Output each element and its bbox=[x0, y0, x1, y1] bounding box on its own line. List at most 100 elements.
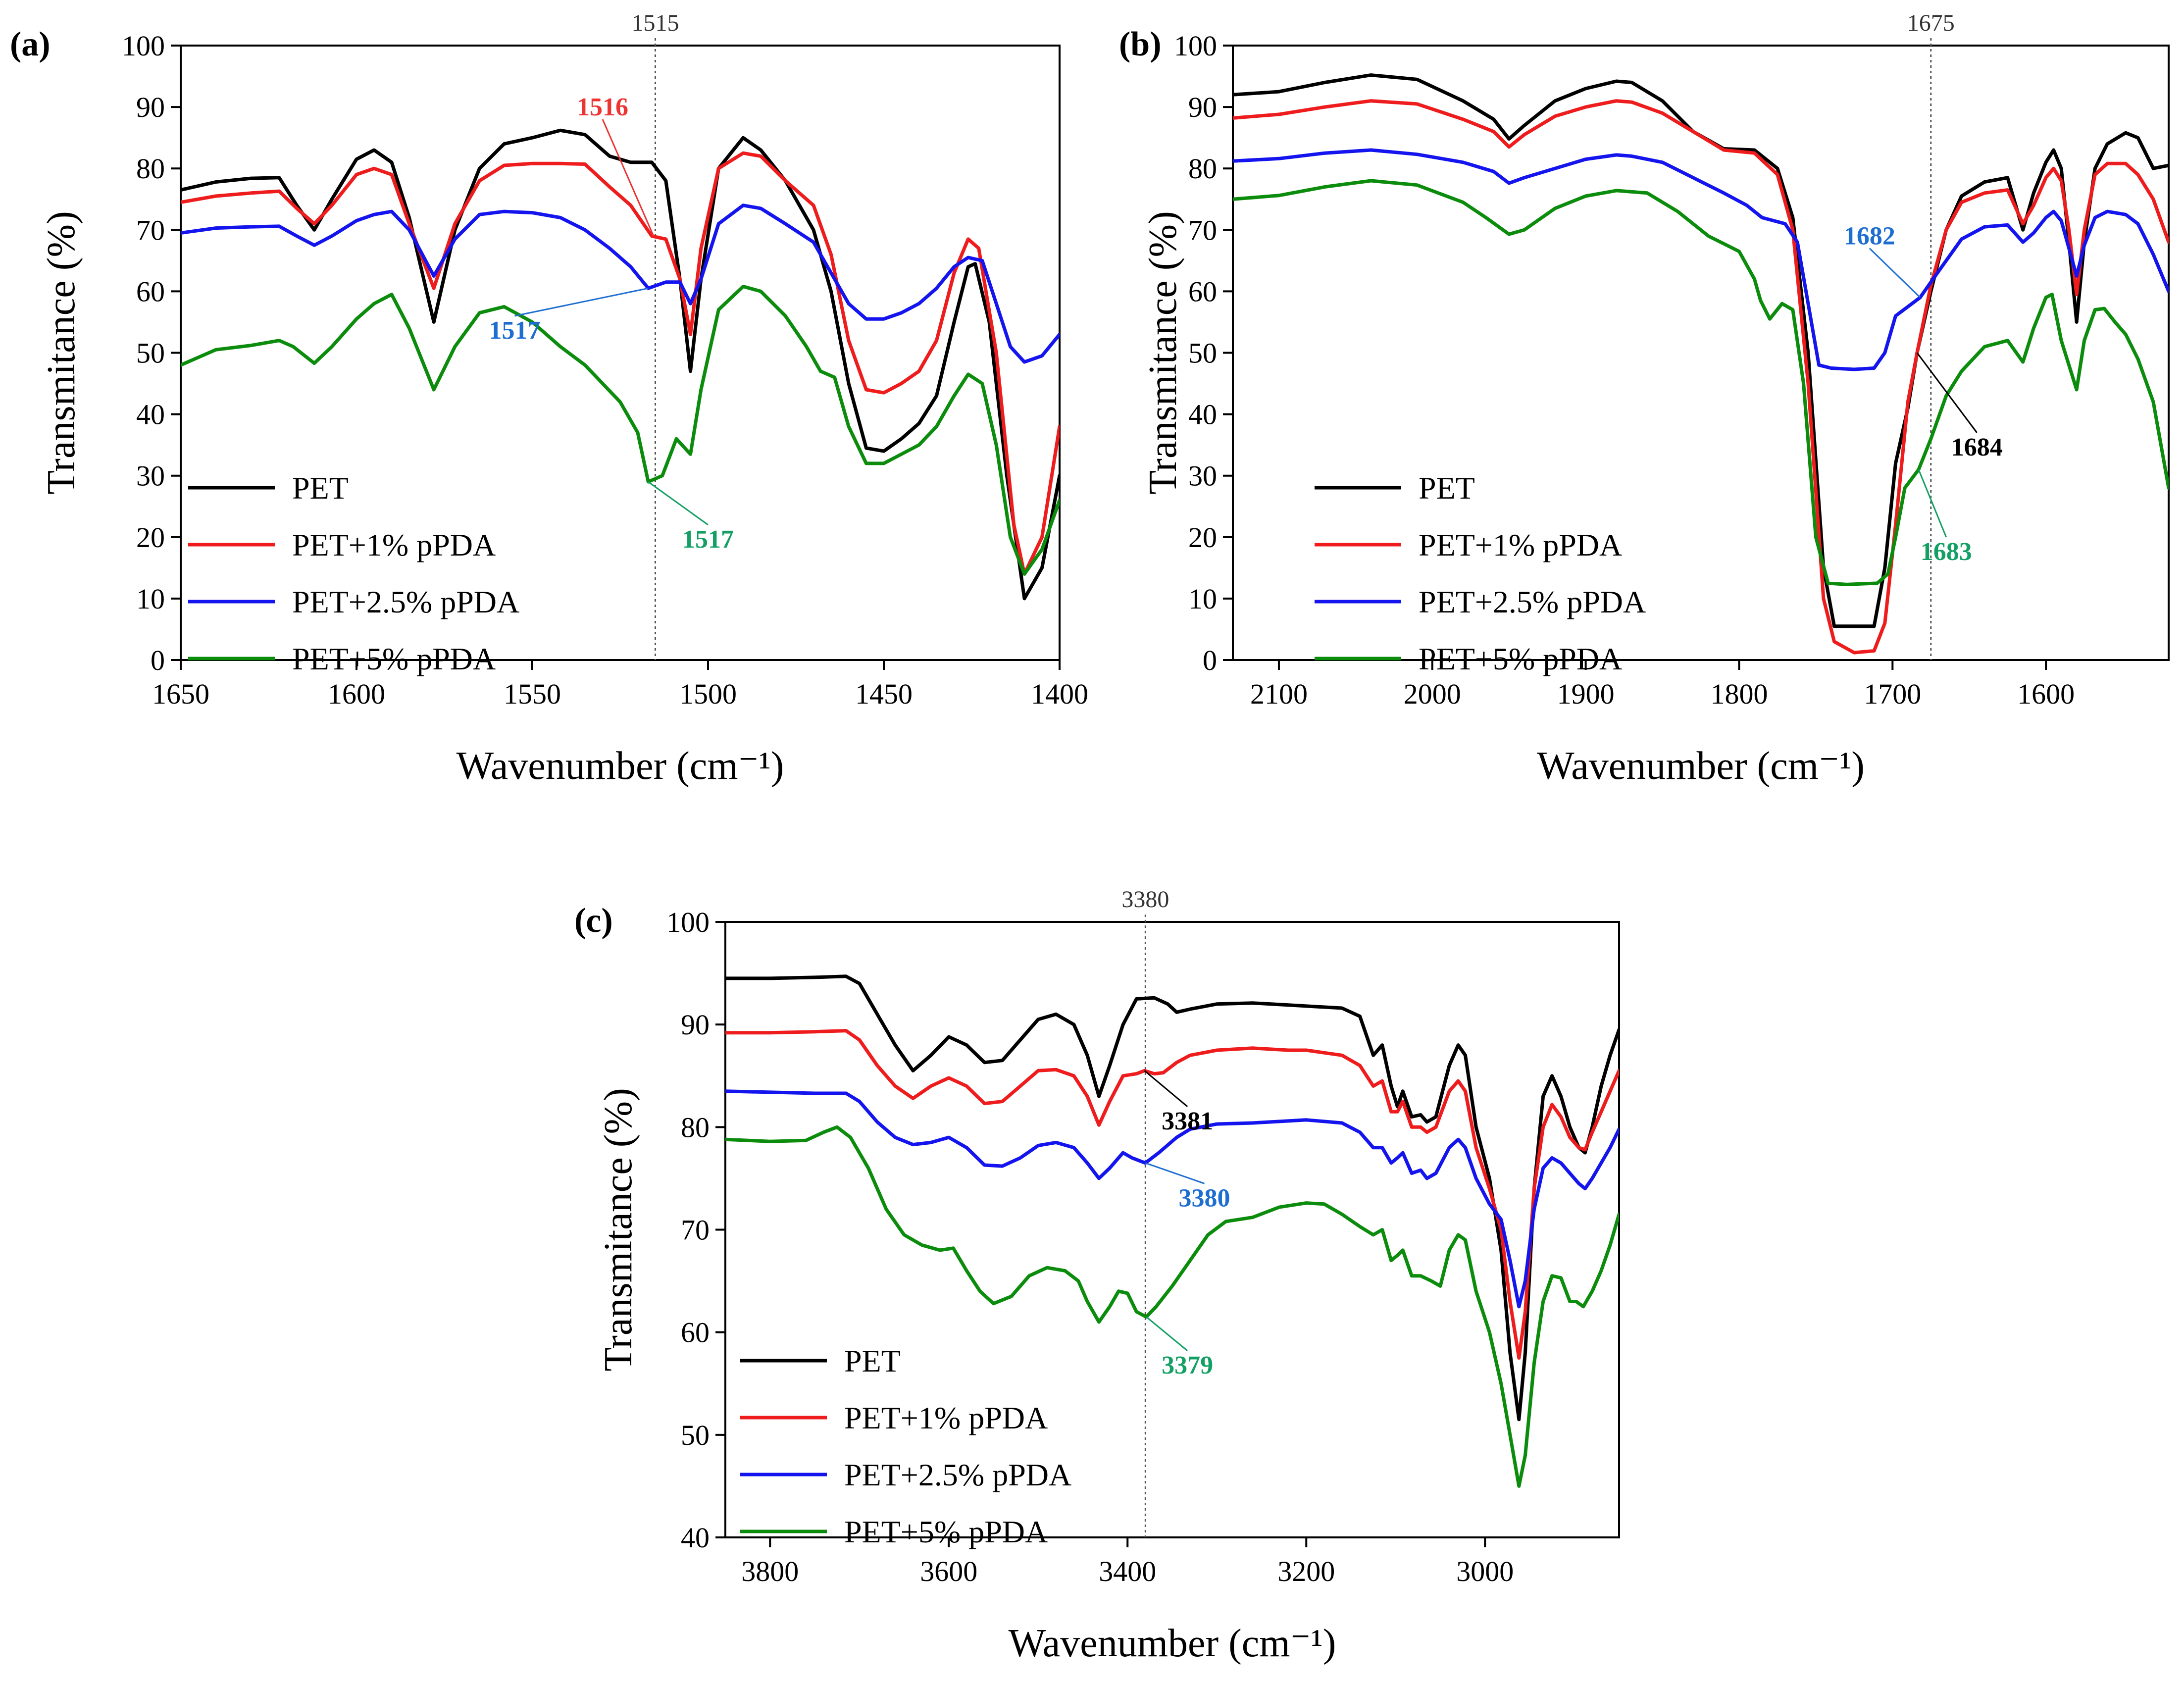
annotation-label: 1517 bbox=[489, 316, 541, 345]
y-tick-label: 80 bbox=[1188, 153, 1217, 185]
x-tick-label: 1700 bbox=[1864, 678, 1921, 710]
y-tick-label: 10 bbox=[136, 583, 165, 615]
series-pet-5-ppda bbox=[725, 1125, 1619, 1488]
x-tick-label: 1800 bbox=[1710, 678, 1768, 710]
y-tick-label: 40 bbox=[1188, 399, 1217, 431]
y-tick-label: 40 bbox=[136, 399, 165, 431]
annotation-leader bbox=[1918, 469, 1947, 538]
y-tick-label: 0 bbox=[1203, 644, 1217, 676]
y-tick-label: 50 bbox=[681, 1419, 710, 1451]
y-tick-label: 60 bbox=[136, 275, 165, 307]
x-axis-label: Wavenumber (cm⁻¹) bbox=[1009, 1622, 1336, 1665]
legend-entry: PET+2.5% pPDA bbox=[1419, 584, 1646, 619]
x-tick-label: 1450 bbox=[855, 678, 913, 710]
guide-label: 3380 bbox=[1121, 886, 1169, 913]
series-pet-5-ppda bbox=[181, 285, 1060, 576]
x-tick-label: 2000 bbox=[1404, 678, 1461, 710]
x-tick-label: 3400 bbox=[1099, 1555, 1156, 1587]
annotation-leader bbox=[1144, 1070, 1188, 1108]
series-pet-1-ppda bbox=[181, 151, 1060, 576]
x-tick-label: 3200 bbox=[1277, 1555, 1335, 1587]
y-tick-label: 30 bbox=[1188, 460, 1217, 492]
panel-label: (b) bbox=[1119, 25, 1162, 63]
y-tick-label: 70 bbox=[1188, 214, 1217, 246]
legend-entry: PET+1% pPDA bbox=[292, 527, 496, 562]
series-pet-2-5-ppda bbox=[181, 204, 1060, 364]
y-tick-label: 20 bbox=[136, 521, 165, 554]
annotation-label: 1684 bbox=[1951, 433, 2003, 461]
legend-entry: PET+1% pPDA bbox=[844, 1400, 1048, 1435]
plot-frame bbox=[724, 921, 1620, 1538]
y-tick-label: 100 bbox=[666, 906, 710, 938]
annotation-leader bbox=[1146, 1316, 1188, 1352]
y-tick-label: 20 bbox=[1188, 521, 1217, 554]
y-axis-label: Transmitance (%) bbox=[1141, 211, 1185, 494]
y-tick-label: 90 bbox=[1188, 91, 1217, 123]
x-tick-label: 3600 bbox=[920, 1555, 977, 1587]
annotation-label: 3379 bbox=[1162, 1351, 1213, 1379]
x-tick-label: 3800 bbox=[741, 1555, 799, 1587]
x-tick-label: 1400 bbox=[1031, 678, 1088, 710]
legend-entry: PET+2.5% pPDA bbox=[844, 1457, 1071, 1492]
y-tick-label: 90 bbox=[136, 91, 165, 123]
legend-entry: PET bbox=[1419, 470, 1475, 506]
y-tick-label: 70 bbox=[136, 214, 165, 246]
x-tick-label: 3000 bbox=[1456, 1555, 1514, 1587]
panel-label: (a) bbox=[10, 25, 51, 63]
annotation-label: 3381 bbox=[1162, 1107, 1213, 1135]
x-axis-label: Wavenumber (cm⁻¹) bbox=[1537, 744, 1865, 788]
y-tick-label: 60 bbox=[681, 1317, 710, 1349]
y-axis-label: Transmitance (%) bbox=[40, 211, 83, 494]
legend-entry: PET+2.5% pPDA bbox=[292, 584, 519, 619]
y-tick-label: 0 bbox=[151, 644, 165, 676]
panel-label: (c) bbox=[574, 902, 613, 940]
series-pet-2-5-ppda bbox=[1233, 148, 2169, 371]
y-tick-label: 100 bbox=[122, 30, 165, 62]
x-tick-label: 1550 bbox=[504, 678, 561, 710]
legend-entry: PET bbox=[292, 470, 349, 506]
y-tick-label: 80 bbox=[681, 1111, 710, 1143]
guide-label: 1675 bbox=[1907, 10, 1955, 36]
y-tick-label: 50 bbox=[1188, 337, 1217, 369]
x-tick-label: 1650 bbox=[152, 678, 209, 710]
legend-entry: PET+1% pPDA bbox=[1419, 527, 1622, 562]
x-tick-label: 1600 bbox=[328, 678, 385, 710]
y-tick-label: 90 bbox=[681, 1009, 710, 1041]
y-tick-label: 70 bbox=[681, 1214, 710, 1246]
y-tick-label: 30 bbox=[136, 460, 165, 492]
annotation-leader bbox=[514, 287, 649, 317]
panel-c: 40 50 60 70 80 90 100 3800 3600 3400 3200 3000 Waven… bbox=[574, 886, 1620, 1665]
x-tick-label: 1900 bbox=[1557, 678, 1615, 710]
x-tick-label: 1500 bbox=[679, 678, 737, 710]
annotation-leader bbox=[1916, 352, 1978, 433]
x-tick-label: 1600 bbox=[2017, 678, 2075, 710]
y-tick-label: 10 bbox=[1188, 583, 1217, 615]
annotation-label: 3380 bbox=[1178, 1184, 1230, 1212]
annotation-label: 1683 bbox=[1921, 538, 1972, 566]
annotation-label: 1682 bbox=[1844, 222, 1895, 251]
y-tick-label: 80 bbox=[136, 153, 165, 185]
annotation-leader bbox=[1869, 248, 1921, 298]
x-axis-label: Wavenumber (cm⁻¹) bbox=[457, 744, 784, 788]
y-tick-label: 40 bbox=[681, 1522, 710, 1554]
annotation-leader bbox=[602, 119, 655, 237]
series-pet bbox=[1233, 73, 2169, 628]
y-tick-label: 100 bbox=[1174, 30, 1217, 62]
legend-entry: PET+5% pPDA bbox=[844, 1514, 1048, 1549]
y-tick-label: 60 bbox=[1188, 275, 1217, 307]
series-pet-5-ppda bbox=[1233, 179, 2169, 586]
x-tick-label: 2100 bbox=[1250, 678, 1308, 710]
annotation-label: 1517 bbox=[682, 525, 734, 554]
legend-entry: PET bbox=[844, 1343, 901, 1378]
annotation-label: 1516 bbox=[577, 93, 628, 121]
legend-entry: PET+5% pPDA bbox=[292, 641, 496, 676]
y-tick-label: 50 bbox=[136, 337, 165, 369]
annotation-leader bbox=[648, 481, 709, 526]
legend-entry: PET+5% pPDA bbox=[1419, 641, 1622, 676]
series-pet-2-5-ppda bbox=[725, 1089, 1619, 1309]
panel-a: 0 10 20 30 40 50 60 70 80 90 100 1650 1600 1550 1500 14… bbox=[10, 10, 1088, 788]
guide-label: 1515 bbox=[632, 10, 679, 36]
series-pet-1-ppda bbox=[1233, 99, 2169, 655]
annotation-leader bbox=[1145, 1162, 1205, 1184]
